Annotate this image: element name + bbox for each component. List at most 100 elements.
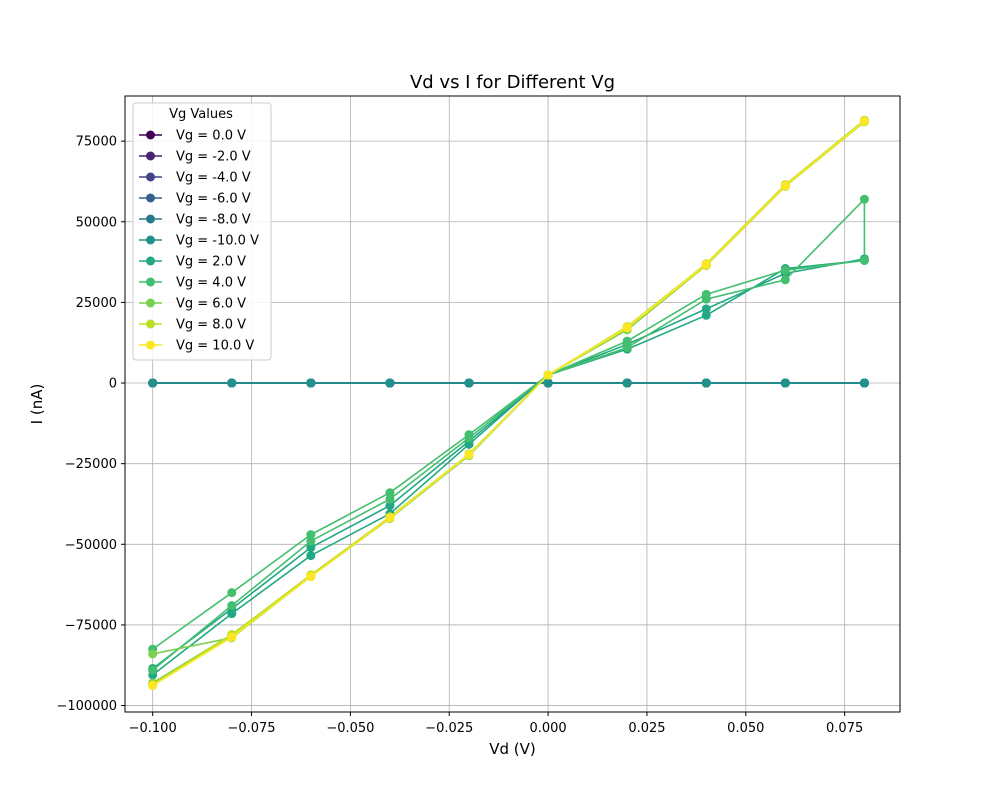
x-tick-label: 0.075: [826, 721, 863, 736]
legend-label: Vg = -4.0 V: [176, 171, 251, 186]
data-point: [306, 572, 316, 582]
data-point: [148, 378, 158, 388]
data-point: [859, 255, 869, 265]
x-tick-label: −0.100: [129, 721, 177, 736]
legend-label: Vg = 4.0 V: [176, 276, 246, 291]
y-tick-label: −50000: [65, 538, 117, 553]
data-point: [385, 488, 395, 498]
legend-swatch-marker: [146, 172, 155, 182]
legend-swatch-marker: [146, 193, 155, 203]
data-point: [859, 116, 869, 126]
data-point: [543, 378, 553, 388]
legend-swatch-marker: [146, 151, 155, 161]
data-point: [464, 433, 474, 443]
data-point: [622, 336, 632, 346]
legend-item: Vg = -6.0 V: [139, 192, 251, 207]
chart-title: Vd vs I for Different Vg: [410, 72, 615, 93]
y-tick-label: 50000: [76, 215, 117, 230]
series-layer: [148, 115, 869, 691]
x-tick-label: 0.000: [529, 721, 566, 736]
y-tick-label: 75000: [76, 135, 117, 150]
legend: Vg Values Vg = 0.0 V Vg = -2.0 V Vg = -4.0…: [132, 102, 272, 361]
data-point: [227, 632, 237, 642]
y-tick-label: −100000: [56, 699, 117, 714]
legend-label: Vg = 0.0 V: [176, 129, 246, 144]
y-tick-label: −25000: [65, 457, 117, 472]
x-tick-label: −0.050: [326, 721, 374, 736]
legend-swatch-marker: [146, 319, 155, 329]
legend-label: Vg = -2.0 V: [176, 150, 251, 165]
data-point: [701, 310, 711, 320]
x-tick-label: 0.025: [628, 721, 665, 736]
data-point: [227, 378, 237, 388]
data-point: [543, 370, 553, 380]
data-point: [385, 513, 395, 523]
data-point: [464, 378, 474, 388]
data-point: [385, 378, 395, 388]
data-point: [859, 378, 869, 388]
data-point: [148, 649, 158, 659]
legend-label: Vg = -8.0 V: [176, 213, 251, 228]
legend-item: Vg = 2.0 V: [139, 255, 246, 270]
legend-label: Vg = -6.0 V: [176, 192, 251, 207]
data-point: [701, 259, 711, 269]
data-point: [227, 601, 237, 611]
data-point: [227, 588, 237, 598]
data-point: [780, 275, 790, 285]
data-point: [780, 265, 790, 275]
legend-box: [132, 102, 272, 361]
data-point: [385, 501, 395, 511]
legend-label: Vg = 8.0 V: [176, 318, 246, 333]
legend-swatch-marker: [146, 298, 155, 308]
plot-frame: [124, 95, 901, 713]
data-point: [701, 294, 711, 304]
y-tick-label: 25000: [76, 296, 117, 311]
x-tick-label: 0.050: [727, 721, 764, 736]
series-10: [148, 116, 869, 691]
data-point: [780, 378, 790, 388]
y-tick-label: 0: [109, 377, 117, 392]
legend-swatch-marker: [146, 256, 155, 266]
x-tick-label: −0.075: [227, 721, 275, 736]
y-tick-label: −75000: [65, 618, 117, 633]
legend-swatch-marker: [146, 277, 155, 287]
legend-item: Vg = 6.0 V: [139, 297, 246, 312]
legend-title: Vg Values: [169, 107, 233, 122]
legend-item: Vg = -4.0 V: [139, 171, 251, 186]
data-point: [385, 494, 395, 504]
y-axis-label: I (nA): [28, 384, 46, 425]
legend-swatch-marker: [146, 235, 155, 245]
legend-item: Vg = -8.0 V: [139, 213, 251, 228]
x-tick-label: −0.025: [425, 721, 473, 736]
data-point: [701, 378, 711, 388]
legend-item: Vg = -2.0 V: [139, 150, 251, 165]
legend-item: Vg = -10.0 V: [139, 234, 259, 249]
data-point: [306, 378, 316, 388]
data-point: [148, 681, 158, 691]
legend-item: Vg = 10.0 V: [139, 339, 254, 354]
series-5: [148, 378, 869, 388]
legend-label: Vg = 10.0 V: [176, 339, 254, 354]
legend-label: Vg = 2.0 V: [176, 255, 246, 270]
data-point: [306, 530, 316, 540]
data-point: [701, 304, 711, 314]
data-point: [306, 536, 316, 546]
data-point: [306, 551, 316, 561]
legend-item: Vg = 0.0 V: [139, 129, 246, 144]
data-point: [622, 378, 632, 388]
ticks: −0.100 −0.075 −0.050 −0.025 0.000 0.025 0.050 0…: [56, 135, 863, 736]
x-axis-label: Vd (V): [489, 740, 536, 758]
data-point: [148, 665, 158, 675]
legend-swatch-marker: [146, 130, 155, 140]
data-point: [464, 450, 474, 460]
legend-label: Vg = -10.0 V: [176, 234, 259, 249]
data-point: [859, 194, 869, 204]
data-point: [306, 543, 316, 553]
series-line: [152, 198, 866, 671]
legend-item: Vg = 4.0 V: [139, 276, 246, 291]
data-point: [622, 343, 632, 353]
data-point: [780, 181, 790, 191]
grid: [125, 96, 900, 712]
legend-items: Vg = 0.0 V Vg = -2.0 V Vg = -4.0 V Vg = -6.…: [139, 129, 259, 354]
